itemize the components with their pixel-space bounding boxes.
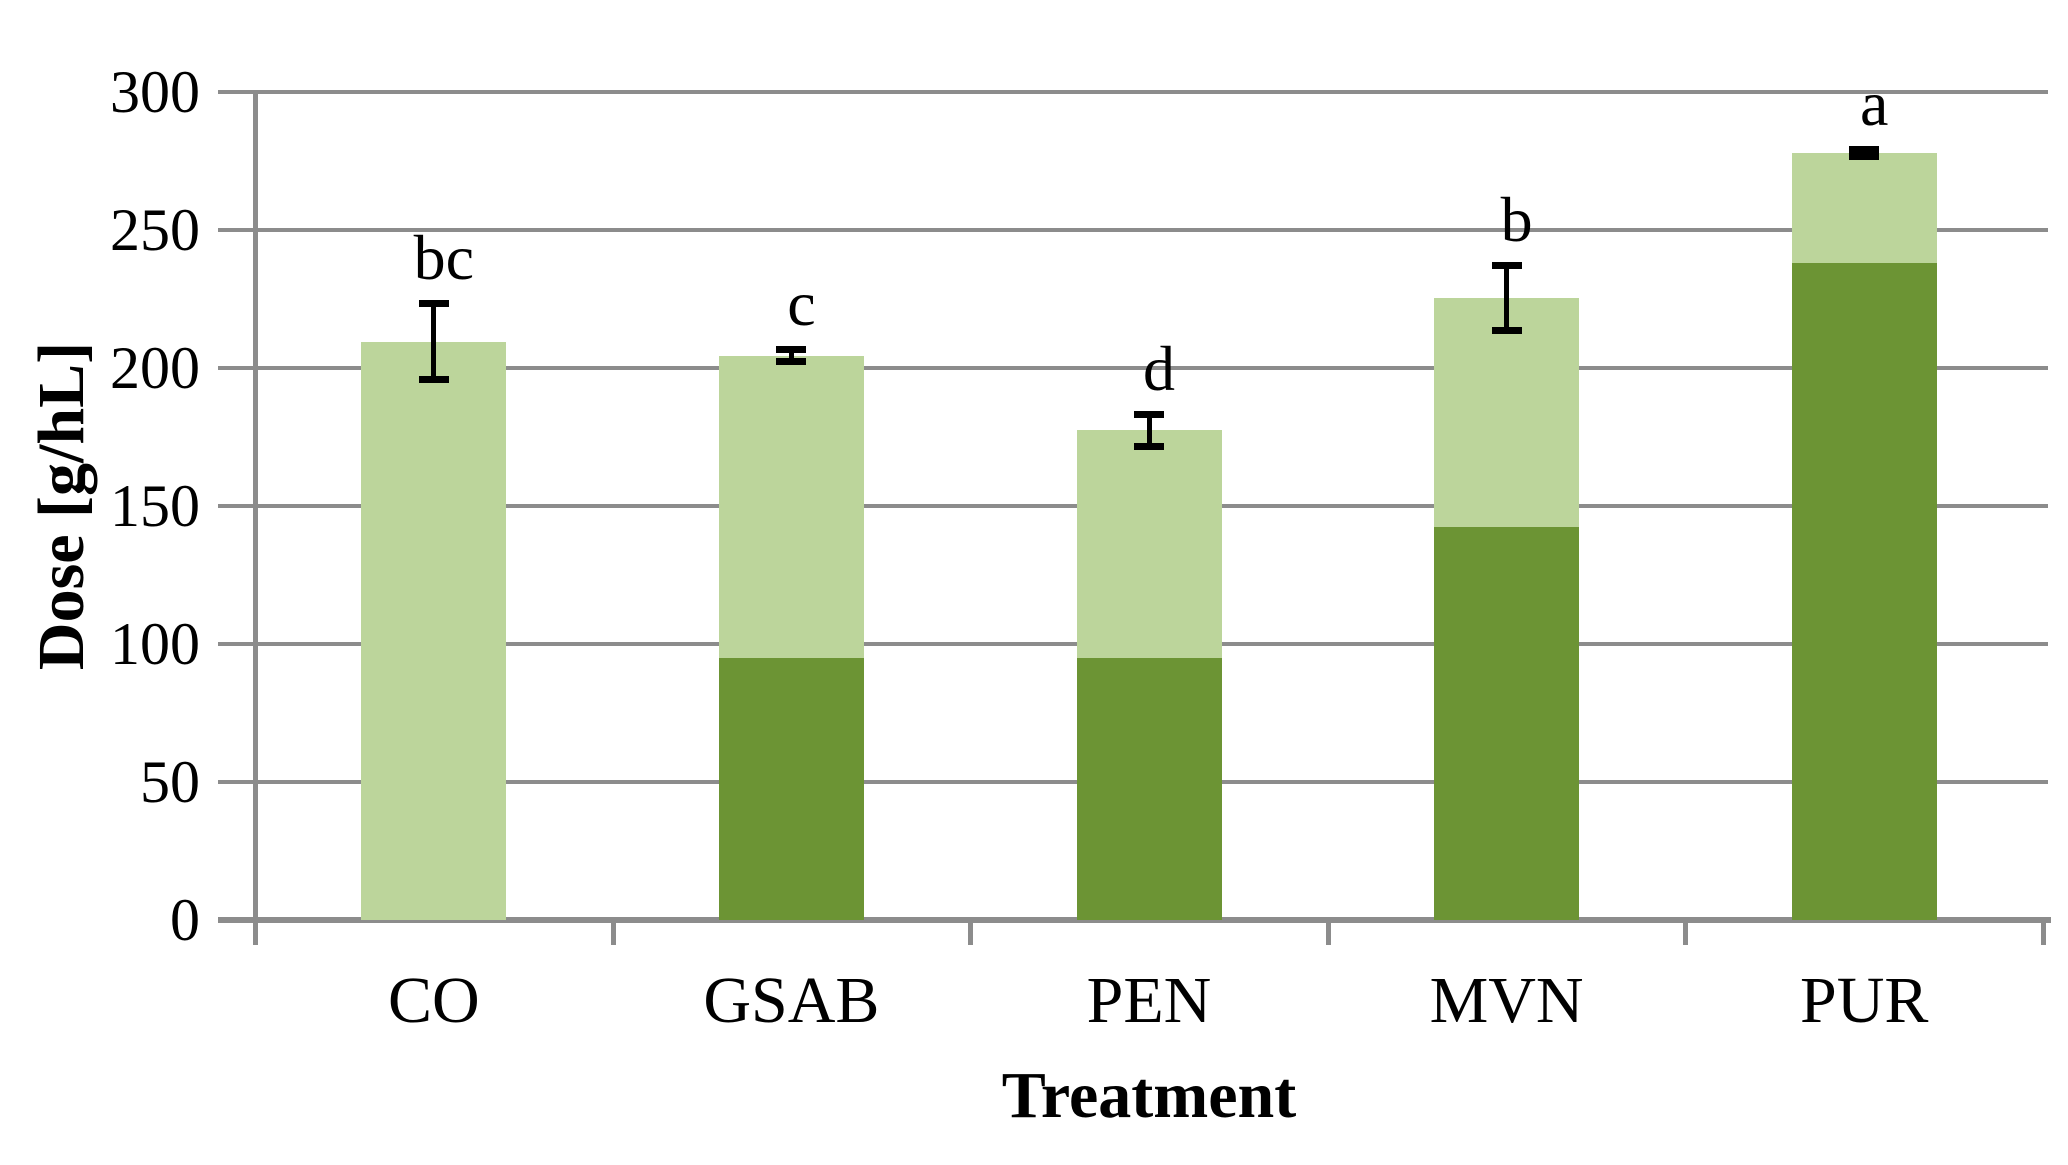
error-bar-stem <box>1146 413 1152 447</box>
gridline <box>218 366 2048 370</box>
error-bar-stem <box>1861 148 1867 157</box>
gridline <box>218 90 2048 94</box>
x-axis-tick <box>1683 920 1689 945</box>
bar-segment-light <box>718 355 864 658</box>
x-tick-label: MVN <box>1429 964 1584 1037</box>
significance-letter: b <box>1500 183 1533 255</box>
bar-segment-dark <box>1076 657 1222 920</box>
error-bar-stem <box>788 348 794 363</box>
gridline <box>218 228 2048 232</box>
error-bar-bottom-cap <box>1134 442 1164 450</box>
error-bar-top-cap <box>1134 410 1164 418</box>
error-bar-stem <box>1504 264 1510 331</box>
error-bar-bottom-cap <box>1849 152 1880 160</box>
bar-segment-dark <box>1791 263 1937 920</box>
error-bar-bottom-cap <box>776 358 807 366</box>
y-tick-label: 50 <box>140 749 200 815</box>
y-tick-label: 150 <box>110 473 200 539</box>
y-tick-label: 300 <box>110 59 200 125</box>
x-tick-label: GSAB <box>703 964 880 1037</box>
significance-letter: c <box>787 267 816 339</box>
error-bar-top-cap <box>1849 145 1880 153</box>
x-axis-tick <box>2041 920 2046 945</box>
error-bar-stem <box>431 303 437 381</box>
error-bar-bottom-cap <box>1491 326 1522 334</box>
x-axis-tick <box>610 920 616 945</box>
y-axis-line <box>253 92 258 945</box>
significance-letter: bc <box>413 222 474 294</box>
bar-segment-light <box>361 341 507 920</box>
y-tick-label: 200 <box>110 335 200 401</box>
error-bar-top-cap <box>1491 261 1522 269</box>
bar-segment-light <box>1791 152 1937 264</box>
y-tick-label: 250 <box>110 197 200 263</box>
bar-segment-light <box>1434 297 1580 527</box>
bar-segment-dark <box>1434 526 1580 920</box>
bar-segment-dark <box>718 657 864 920</box>
error-bar-top-cap <box>776 345 807 353</box>
bar-segment-light <box>1076 430 1222 658</box>
error-bar-top-cap <box>418 300 449 308</box>
x-tick-label: PEN <box>1086 964 1212 1037</box>
x-tick-label: PUR <box>1799 964 1929 1037</box>
x-axis-tick <box>253 920 258 945</box>
significance-letter: a <box>1859 67 1889 139</box>
x-axis-tick <box>968 920 974 945</box>
significance-letter: d <box>1143 332 1175 404</box>
x-axis-title: Treatment <box>1001 1059 1297 1132</box>
error-bar-bottom-cap <box>418 376 449 384</box>
y-tick-label: 100 <box>110 611 200 677</box>
y-tick-label: 0 <box>170 887 200 953</box>
x-axis-line <box>218 917 2051 923</box>
x-tick-label: CO <box>387 964 480 1037</box>
x-axis-tick <box>1325 920 1331 945</box>
